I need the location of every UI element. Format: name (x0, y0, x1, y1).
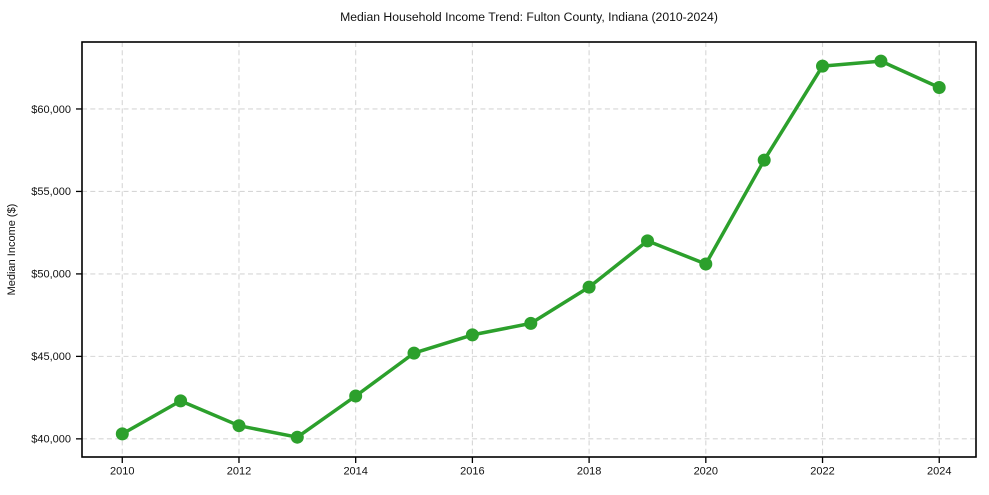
trend-line (120, 59, 941, 439)
chart-title: Median Household Income Trend: Fulton Co… (340, 10, 718, 24)
gridlines (82, 42, 976, 457)
y-tick-label: $40,000 (31, 434, 71, 446)
data-point (699, 257, 713, 271)
data-point (232, 419, 246, 433)
y-tick-label: $50,000 (31, 269, 71, 281)
x-tick-label: 2022 (810, 466, 834, 478)
data-point (115, 427, 129, 441)
x-tick-label: 2016 (460, 466, 484, 478)
data-point (174, 394, 188, 408)
y-tick-label: $60,000 (31, 104, 71, 116)
x-tick-label: 2020 (694, 466, 718, 478)
x-tick-label: 2014 (343, 466, 367, 478)
data-point (524, 316, 538, 330)
y-tick-label: $55,000 (31, 186, 71, 198)
data-point (407, 346, 421, 360)
x-tick-label: 2010 (110, 466, 134, 478)
x-tick-label: 2012 (227, 466, 251, 478)
trend-line-series (115, 54, 946, 444)
data-point (582, 280, 596, 294)
data-point (349, 389, 363, 403)
x-tick-label: 2018 (577, 466, 601, 478)
data-point (465, 328, 479, 342)
plot-frame (81, 41, 977, 458)
data-point (757, 153, 771, 167)
data-point (932, 81, 946, 94)
data-point (641, 234, 654, 248)
data-point (290, 430, 304, 444)
axes: 2010 2012 2014 2016 2018 2020 2022 2024 $40,000 $… (31, 41, 977, 478)
data-point (874, 54, 888, 68)
data-point (816, 59, 829, 73)
y-tick-label: $45,000 (31, 351, 71, 363)
y-axis-label: Median Income ($) (6, 204, 18, 296)
x-tick-label: 2024 (927, 466, 951, 478)
